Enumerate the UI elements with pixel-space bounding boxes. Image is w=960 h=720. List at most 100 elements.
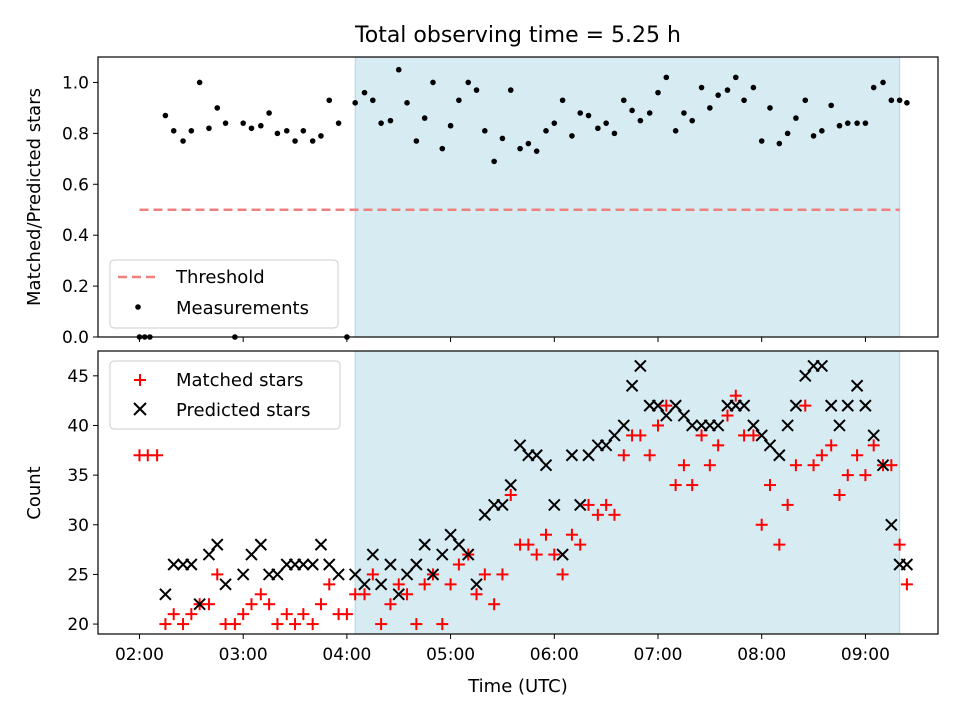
measurement-point <box>439 145 446 152</box>
measurement-point <box>507 87 514 93</box>
measurement-point <box>655 89 661 96</box>
bottom-legend-box <box>109 360 341 430</box>
predicted-star-marker <box>193 598 206 611</box>
predicted-star-marker <box>737 399 751 412</box>
measurement-point <box>378 120 384 126</box>
matched-star-marker <box>401 588 414 601</box>
chart-title: Total observing time = 5.25 h <box>354 23 681 48</box>
bottom-y-tick-label: 45 <box>67 367 89 387</box>
matched-star-marker <box>470 588 483 601</box>
measurement-point <box>248 125 255 132</box>
matched-star-marker <box>167 608 180 621</box>
measurement-point <box>525 140 532 147</box>
predicted-star-marker <box>686 419 699 432</box>
predicted-star-marker <box>513 439 527 452</box>
predicted-star-marker <box>582 449 595 462</box>
measurement-point <box>318 133 324 139</box>
matched-star-marker <box>478 568 491 581</box>
matched-star-marker <box>202 598 215 611</box>
measurement-point <box>300 128 307 134</box>
top-legend-box <box>109 259 339 329</box>
bottom-x-tick-label: 02:00 <box>115 645 164 665</box>
bottom-x-tick-label: 06:00 <box>530 645 579 665</box>
predicted-star-marker <box>833 419 846 432</box>
matched-star-marker <box>263 598 276 611</box>
measurement-point <box>180 138 186 144</box>
predicted-star-marker <box>374 578 388 591</box>
bottom-y-tick-label: 35 <box>67 466 89 486</box>
predicted-star-marker <box>332 568 345 581</box>
matched-star-marker <box>617 449 630 462</box>
predicted-star-marker <box>608 429 621 442</box>
bottom-axes-frame <box>97 350 939 635</box>
top-x-axis-ticks <box>138 337 866 342</box>
matched-star-marker <box>323 578 336 591</box>
predicted-star-marker <box>755 429 768 442</box>
matched-star-marker <box>900 578 913 591</box>
matched-star-marker <box>289 618 302 631</box>
measurement-point <box>482 128 488 134</box>
top-legend: Threshold Measurements <box>109 259 339 329</box>
predicted-star-marker <box>436 548 449 561</box>
predicted-star-marker <box>202 548 216 561</box>
matched-star-marker <box>410 618 423 631</box>
measurement-point <box>387 117 394 124</box>
matched-star-marker <box>452 558 465 571</box>
matched-star-marker <box>185 608 198 621</box>
measurement-point <box>767 105 773 111</box>
matched-star-marker <box>764 479 776 492</box>
matched-star-marker <box>799 399 812 412</box>
matched-star-marker <box>211 568 224 581</box>
measurement-point <box>196 79 203 86</box>
measurement-point <box>854 120 860 126</box>
predicted-star-marker <box>747 419 760 432</box>
measurement-point <box>904 100 910 106</box>
matched-star-marker <box>867 439 880 452</box>
top-y-tick-label: 0.0 <box>62 328 89 348</box>
matched-star-marker <box>375 618 388 631</box>
measurement-point <box>888 97 895 104</box>
measurement-point <box>776 140 783 147</box>
matched-star-marker <box>556 568 569 581</box>
measurement-point <box>844 120 851 126</box>
matched-star-marker <box>254 588 267 601</box>
bottom-x-tick-label: 09:00 <box>841 645 890 665</box>
top-y-tick-label: 0.8 <box>62 124 89 144</box>
bottom-y-tick-label: 30 <box>67 516 89 536</box>
predicted-star-marker <box>556 548 569 561</box>
matched-star-marker <box>893 538 906 551</box>
matched-star-marker <box>436 618 449 631</box>
matched-star-marker <box>677 459 690 472</box>
predicted-star-marker <box>410 558 423 571</box>
predicted-star-marker <box>245 548 258 561</box>
measurement-point <box>862 120 869 126</box>
measurement-point <box>517 145 523 152</box>
measurement-point <box>698 84 705 91</box>
predicted-star-marker <box>867 429 880 442</box>
predicted-star-marker <box>815 359 829 373</box>
predicted-star-marker <box>634 359 647 373</box>
measurement-point <box>491 158 497 165</box>
predicted-star-marker <box>876 458 890 472</box>
measurement-point <box>456 97 462 104</box>
measurement-point <box>447 122 454 129</box>
predicted-star-marker <box>297 558 310 571</box>
matched-star-marker <box>652 419 664 432</box>
predicted-star-marker <box>254 538 268 551</box>
top-y-axis-label: Matched/Predicted stars <box>24 88 45 306</box>
matched-stars-series <box>133 389 913 631</box>
measurement-point <box>240 120 246 126</box>
predicted-star-marker <box>799 369 812 383</box>
measurement-point <box>499 135 506 142</box>
measurement-point <box>170 128 177 134</box>
matched-legend-swatch <box>134 374 146 386</box>
matched-star-marker <box>574 538 587 551</box>
measurement-point <box>724 87 731 93</box>
measurement-point <box>421 115 428 121</box>
matched-star-marker <box>729 389 742 402</box>
measurement-point <box>559 97 566 104</box>
predicted-stars-series <box>159 359 914 611</box>
matched-star-marker <box>773 538 786 551</box>
matched-star-marker <box>755 518 768 531</box>
